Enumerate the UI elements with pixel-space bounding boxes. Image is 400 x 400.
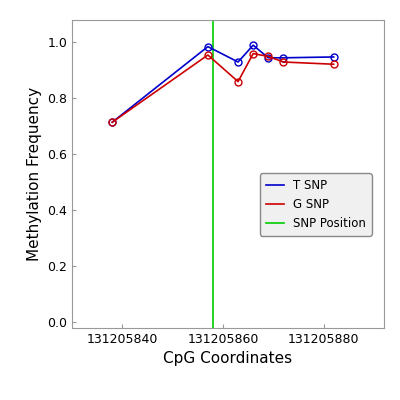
X-axis label: CpG Coordinates: CpG Coordinates	[164, 352, 292, 366]
Y-axis label: Methylation Frequency: Methylation Frequency	[26, 87, 42, 261]
Legend: T SNP, G SNP, SNP Position: T SNP, G SNP, SNP Position	[260, 173, 372, 236]
